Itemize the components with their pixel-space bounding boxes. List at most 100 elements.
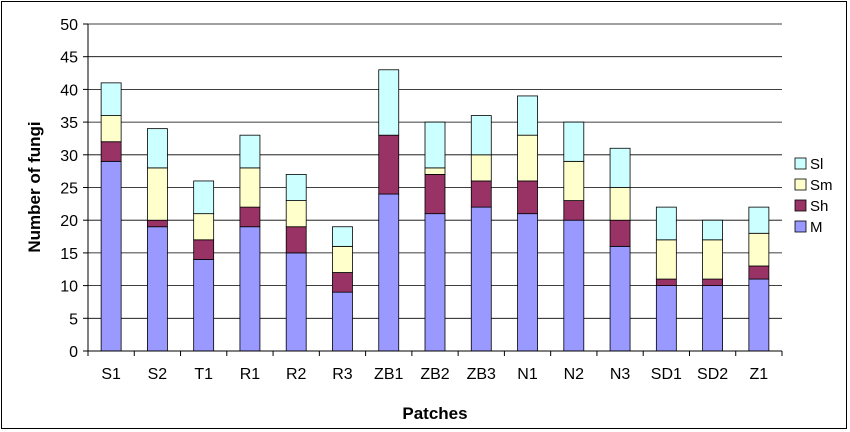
x-tick-label: ZB2 xyxy=(420,366,449,383)
bar-segment-sm-sd1 xyxy=(655,239,677,280)
y-tick-label: 5 xyxy=(69,311,78,328)
bar-segment-sh-sd1 xyxy=(655,278,677,286)
x-tick-label: S2 xyxy=(148,366,168,383)
x-tick-label: SD2 xyxy=(697,366,728,383)
bar-segment-sm-r3 xyxy=(332,245,353,273)
legend-label-sm: Sm xyxy=(810,177,833,194)
bar-segment-sl-r1 xyxy=(239,134,261,169)
bar-segment-sh-r2 xyxy=(285,226,307,254)
x-tick-label: R1 xyxy=(240,366,261,383)
legend-label-sh: Sh xyxy=(810,198,828,215)
x-tick-label: ZB3 xyxy=(467,366,496,383)
y-axis-title: Number of fungi xyxy=(25,121,44,252)
bar-segment-sl-zb1 xyxy=(378,69,400,136)
x-tick-label: N3 xyxy=(610,366,631,383)
bar-segment-sh-zb3 xyxy=(470,180,492,208)
bar-segment-sm-s1 xyxy=(100,115,122,143)
bar-segment-m-zb3 xyxy=(470,206,492,352)
bar-segment-sh-sd2 xyxy=(702,278,723,286)
bar-segment-m-r3 xyxy=(332,291,353,352)
x-tick-label: R3 xyxy=(332,366,353,383)
legend: Sl Sm Sh M xyxy=(794,156,833,236)
bar-segment-sm-zb3 xyxy=(470,154,492,182)
bar-segment-sl-s1 xyxy=(100,82,122,116)
bar-segment-sm-n2 xyxy=(563,160,585,201)
bar-segment-sl-n3 xyxy=(609,147,631,188)
y-tick-label: 10 xyxy=(60,279,78,296)
legend-label-m: M xyxy=(810,219,823,236)
bar-segment-m-zb1 xyxy=(378,193,400,352)
bar-segment-sl-sd2 xyxy=(702,219,723,241)
x-tick-label: S1 xyxy=(101,366,121,383)
x-axis-ticks: S1 S2 T1 R1 R2 R3 ZB1 ZB2 ZB3 N1 N2 N3 SD1 SD2 Z1 xyxy=(87,351,783,383)
bar-segment-sh-r1 xyxy=(239,206,261,228)
x-tick-label: N1 xyxy=(517,366,538,383)
bar-segment-sh-s2 xyxy=(146,219,168,228)
bar-segment-sl-s2 xyxy=(146,128,168,169)
y-tick-label: 20 xyxy=(60,213,78,230)
bar-segment-m-n3 xyxy=(609,245,631,352)
legend-swatch-m xyxy=(794,220,807,233)
bars xyxy=(100,69,770,352)
x-tick-label: ZB1 xyxy=(374,366,403,383)
bar-segment-sh-r3 xyxy=(332,272,353,293)
bar-segment-sm-z1 xyxy=(748,232,770,267)
bar-segment-sh-z1 xyxy=(748,265,770,280)
y-tick-label: 50 xyxy=(60,17,78,34)
bar-segment-m-sd2 xyxy=(702,285,723,352)
bar-segment-sl-sd1 xyxy=(655,206,677,241)
y-axis-ticks: 0 5 10 15 20 25 30 35 40 45 50 xyxy=(60,17,88,361)
bar-segment-sh-s1 xyxy=(100,141,122,162)
y-tick-label: 35 xyxy=(60,115,78,132)
bar-segment-m-s2 xyxy=(146,226,168,352)
bar-segment-sm-zb2 xyxy=(424,167,446,175)
x-tick-label: SD1 xyxy=(651,366,682,383)
bar-segment-sm-n3 xyxy=(609,187,631,221)
legend-swatch-sm xyxy=(794,178,807,191)
bar-segment-sl-t1 xyxy=(193,180,215,215)
x-tick-label: R2 xyxy=(286,366,307,383)
y-tick-label: 0 xyxy=(69,344,78,361)
bar-segment-sl-z1 xyxy=(748,206,770,234)
bar-segment-sh-zb1 xyxy=(378,134,400,195)
bar-segment-sm-n1 xyxy=(517,134,538,182)
bar-segment-sl-n1 xyxy=(517,95,538,136)
bar-segment-sh-t1 xyxy=(193,239,215,260)
bar-segment-m-r1 xyxy=(239,226,261,352)
bar-segment-m-z1 xyxy=(748,278,770,352)
bar-segment-sm-t1 xyxy=(193,213,215,241)
legend-swatch-sh xyxy=(794,199,807,212)
bar-segment-sm-sd2 xyxy=(702,239,723,280)
y-tick-label: 45 xyxy=(60,50,78,67)
bar-segment-sl-r3 xyxy=(332,226,353,247)
y-tick-label: 25 xyxy=(60,181,78,198)
bar-segment-sm-r2 xyxy=(285,200,307,228)
legend-label-sl: Sl xyxy=(810,156,823,173)
x-tick-label: T1 xyxy=(194,366,213,383)
bar-segment-sm-s2 xyxy=(146,167,168,221)
x-tick-label: Z1 xyxy=(750,366,769,383)
x-tick-label: N2 xyxy=(564,366,585,383)
bar-segment-sl-r2 xyxy=(285,174,307,201)
bar-segment-sm-r1 xyxy=(239,167,261,208)
bar-segment-sh-n3 xyxy=(609,219,631,247)
bar-segment-m-n2 xyxy=(563,219,585,352)
bar-segment-m-r2 xyxy=(285,252,307,352)
legend-swatch-sl xyxy=(794,157,807,170)
bar-segment-sh-n1 xyxy=(517,180,538,215)
bar-segment-sh-n2 xyxy=(563,200,585,221)
x-axis-title: Patches xyxy=(402,404,467,423)
bar-segment-m-t1 xyxy=(193,259,215,352)
y-tick-label: 30 xyxy=(60,148,78,165)
bar-segment-m-s1 xyxy=(100,160,122,352)
bar-segment-sl-n2 xyxy=(563,121,585,162)
bar-segment-m-n1 xyxy=(517,213,538,352)
bar-segment-sh-zb2 xyxy=(424,174,446,215)
bar-segment-m-zb2 xyxy=(424,213,446,352)
bar-segment-m-sd1 xyxy=(655,285,677,352)
y-tick-label: 40 xyxy=(60,82,78,99)
bar-segment-sl-zb2 xyxy=(424,121,446,169)
y-tick-label: 15 xyxy=(60,246,78,263)
bar-segment-sl-zb3 xyxy=(470,115,492,156)
